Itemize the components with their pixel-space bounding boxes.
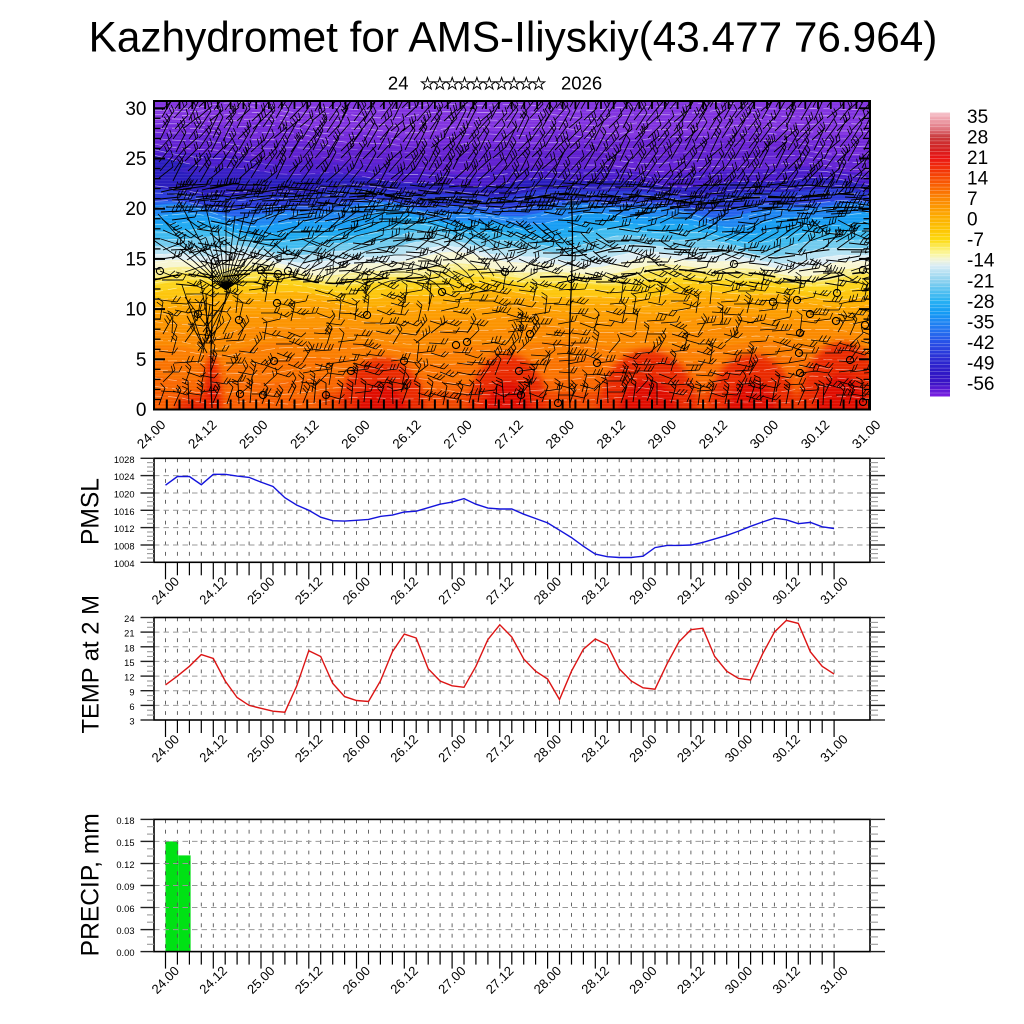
svg-text:-35: -35 <box>967 312 994 333</box>
svg-text:1012: 1012 <box>114 524 135 534</box>
svg-text:0.03: 0.03 <box>116 926 134 936</box>
svg-text:35: 35 <box>967 107 988 128</box>
svg-text:1016: 1016 <box>114 507 135 517</box>
svg-text:28: 28 <box>967 128 988 149</box>
svg-text:21: 21 <box>967 148 988 169</box>
svg-text:25: 25 <box>125 149 146 170</box>
svg-text:Kazhydromet for AMS-Iliyskiy(4: Kazhydromet for AMS-Iliyskiy(43.477 76.9… <box>89 14 938 61</box>
svg-text:24: 24 <box>124 614 134 624</box>
svg-text:1028: 1028 <box>114 455 135 465</box>
svg-text:5: 5 <box>136 350 147 371</box>
svg-text:0.00: 0.00 <box>116 948 134 958</box>
svg-text:30: 30 <box>125 99 146 120</box>
svg-text:-56: -56 <box>967 374 994 395</box>
svg-text:1020: 1020 <box>114 490 135 500</box>
svg-text:3: 3 <box>129 717 134 727</box>
svg-text:-49: -49 <box>967 353 994 374</box>
svg-text:10: 10 <box>125 300 146 321</box>
svg-text:0.15: 0.15 <box>116 838 134 848</box>
svg-text:24: 24 <box>388 73 409 94</box>
svg-text:-21: -21 <box>967 271 994 292</box>
svg-text:15: 15 <box>125 249 146 270</box>
svg-text:0.09: 0.09 <box>116 882 134 892</box>
svg-text:0: 0 <box>136 400 147 421</box>
svg-text:0.06: 0.06 <box>116 904 134 914</box>
svg-text:0.12: 0.12 <box>116 860 134 870</box>
svg-text:14: 14 <box>967 169 989 190</box>
svg-text:-28: -28 <box>967 292 994 313</box>
svg-text:-42: -42 <box>967 333 994 354</box>
svg-text:2026: 2026 <box>561 73 602 94</box>
svg-text:1004: 1004 <box>114 559 135 569</box>
svg-text:12: 12 <box>124 673 134 683</box>
svg-text:-14: -14 <box>967 251 995 272</box>
svg-text:PRECIP, mm: PRECIP, mm <box>78 813 105 956</box>
svg-text:-7: -7 <box>967 230 984 251</box>
svg-text:6: 6 <box>129 702 134 712</box>
svg-text:PMSL: PMSL <box>78 478 105 545</box>
svg-text:9: 9 <box>129 687 134 697</box>
svg-text:18: 18 <box>124 643 134 653</box>
svg-text:1008: 1008 <box>114 542 135 552</box>
svg-text:20: 20 <box>125 199 146 220</box>
svg-text:TEMP at 2 M: TEMP at 2 M <box>78 595 105 733</box>
svg-text:15: 15 <box>124 658 134 668</box>
svg-text:21: 21 <box>124 629 134 639</box>
svg-text:7: 7 <box>967 189 978 210</box>
svg-text:1024: 1024 <box>114 472 135 482</box>
svg-text:0.18: 0.18 <box>116 816 134 826</box>
svg-text:0: 0 <box>967 210 978 231</box>
